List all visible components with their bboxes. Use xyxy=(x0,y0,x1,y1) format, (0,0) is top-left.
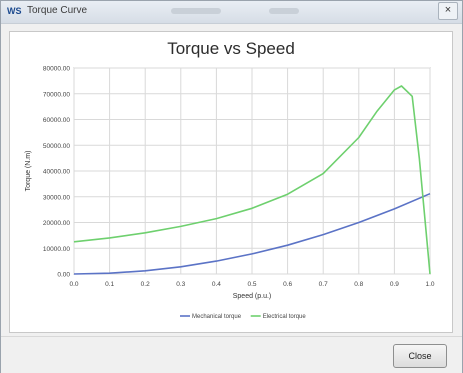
x-tick-label: 0.1 xyxy=(105,281,114,288)
dialog-footer xyxy=(1,336,462,373)
window-close-icon[interactable]: × xyxy=(438,2,458,20)
y-tick-label: 10000.00 xyxy=(43,246,70,253)
y-tick-label: 60000.00 xyxy=(43,117,70,124)
y-tick-label: 0.00 xyxy=(57,272,70,279)
torque-speed-chart: 0.0 0.1 0.2 0.3 0.4 0.5 0.6 0.7 0.8 0.9 1.0 0.00 100… xyxy=(25,66,435,321)
electrical-torque-line xyxy=(73,85,431,275)
x-tick-label: 0.4 xyxy=(212,281,221,288)
y-tick-label: 80000.00 xyxy=(43,66,70,73)
window-title: Torque Curve xyxy=(27,5,88,16)
x-tick-label: 0.6 xyxy=(283,281,292,288)
y-tick-label: 30000.00 xyxy=(43,194,70,201)
y-tick-label: 50000.00 xyxy=(43,143,70,150)
x-tick-label: 0.2 xyxy=(141,281,150,288)
x-tick-label: 1.0 xyxy=(425,281,434,288)
x-axis-label: Speed (p.u.) xyxy=(233,293,272,300)
app-icon: WS xyxy=(7,6,22,16)
title-bar-blurred-area xyxy=(269,8,299,14)
x-tick-label: 0.9 xyxy=(390,281,399,288)
close-button[interactable]: Close xyxy=(393,344,447,368)
title-bar: WS Torque Curve × xyxy=(1,1,462,24)
y-tick-label: 70000.00 xyxy=(43,91,70,98)
legend-label: Electrical torque xyxy=(263,314,307,320)
y-tick-label: 20000.00 xyxy=(43,220,70,227)
x-tick-label: 0.5 xyxy=(247,281,256,288)
x-tick-label: 0.7 xyxy=(319,281,328,288)
x-tick-label: 0.3 xyxy=(176,281,185,288)
chart-title: Torque vs Speed xyxy=(167,39,295,58)
mechanical-torque-line xyxy=(73,192,431,275)
title-bar-blurred-area xyxy=(171,8,221,14)
y-tick-label: 40000.00 xyxy=(43,169,70,176)
x-tick-label: 0.8 xyxy=(354,281,363,288)
legend-label: Mechanical torque xyxy=(192,314,242,320)
y-axis-label: Torque (N.m) xyxy=(25,151,32,192)
chart-panel: Torque vs Speed 0.0 0.1 0.2 0.3 0.4 0.5 0.6 0.7… xyxy=(9,31,453,333)
x-tick-label: 0.0 xyxy=(69,281,78,288)
